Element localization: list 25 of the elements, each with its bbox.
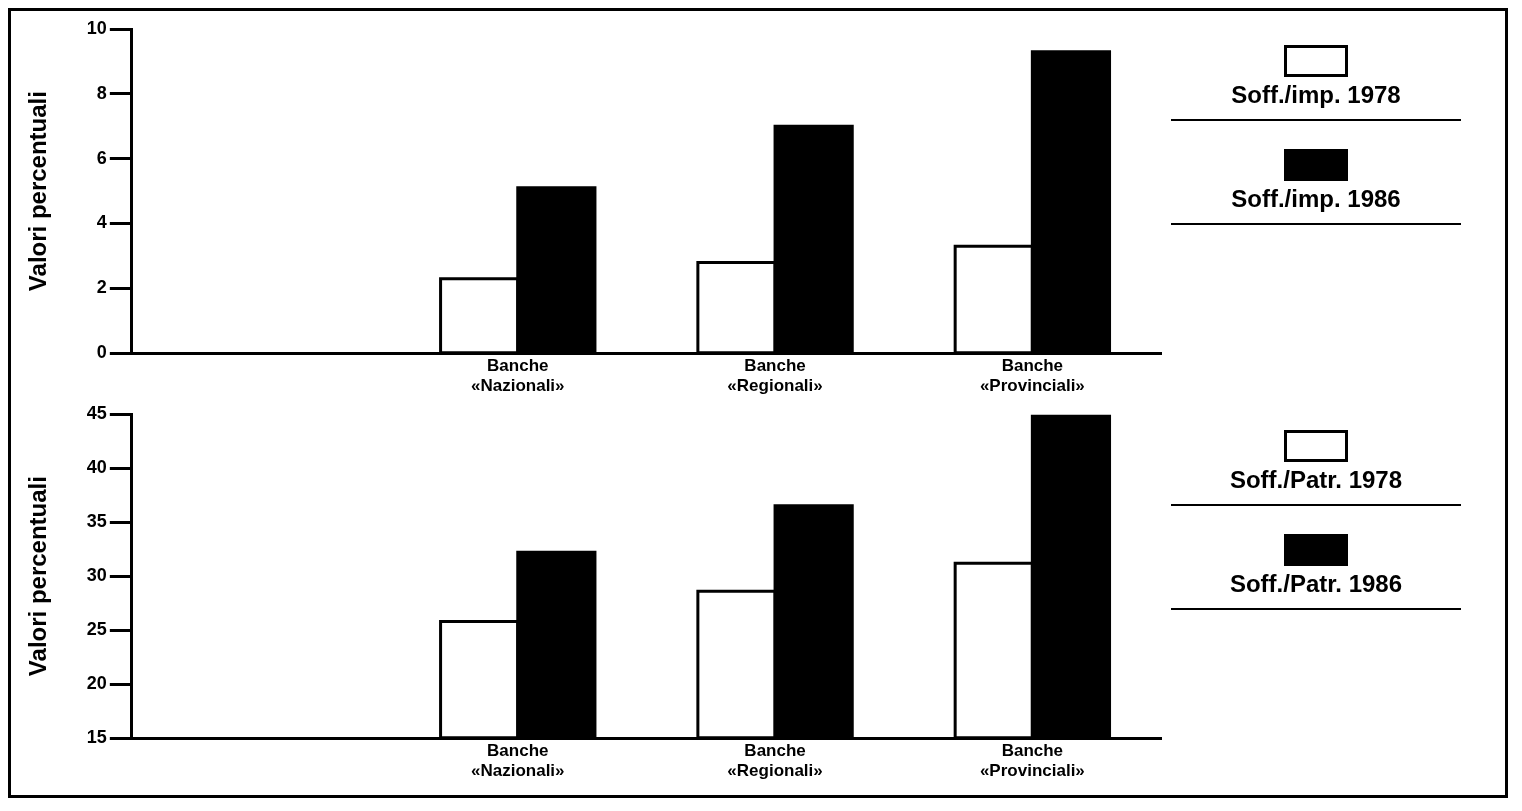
- legend-label: Soff./imp. 1978: [1231, 81, 1401, 109]
- legend-label: Soff./Patr. 1978: [1229, 466, 1403, 494]
- y-tick-label: 4: [96, 212, 107, 233]
- y-tick-label: 6: [96, 147, 107, 168]
- x-tick-label: Banche «Regionali»: [727, 356, 823, 396]
- legend-label: Soff./Patr. 1986: [1229, 570, 1403, 598]
- y-tick-label: 10: [86, 17, 107, 38]
- y-tick-label: 25: [86, 619, 107, 640]
- legend-label: Soff./imp. 1986: [1231, 185, 1401, 213]
- x-tick-label: Banche «Regionali»: [727, 741, 823, 781]
- y-tick-label: 30: [86, 565, 107, 586]
- y-tick-label: 8: [96, 82, 107, 103]
- y-tick-label: 2: [96, 277, 107, 298]
- y-tick-label: 40: [86, 457, 107, 477]
- y-tick-label: 35: [86, 511, 107, 532]
- y-tick-label: 45: [86, 402, 107, 423]
- x-tick-label: Banche «Provinciali»: [979, 356, 1085, 396]
- y-axis-title: Valori percentuali: [24, 476, 52, 677]
- y-tick-label: 20: [86, 673, 107, 694]
- y-tick-label: 0: [96, 342, 107, 363]
- y-tick-label: 15: [86, 727, 107, 748]
- x-tick-label: Banche «Nazionali»: [470, 356, 565, 396]
- x-tick-label: Banche «Nazionali»: [470, 741, 565, 781]
- y-axis-title: Valori percentuali: [24, 91, 52, 292]
- x-tick-label: Banche «Provinciali»: [979, 741, 1085, 781]
